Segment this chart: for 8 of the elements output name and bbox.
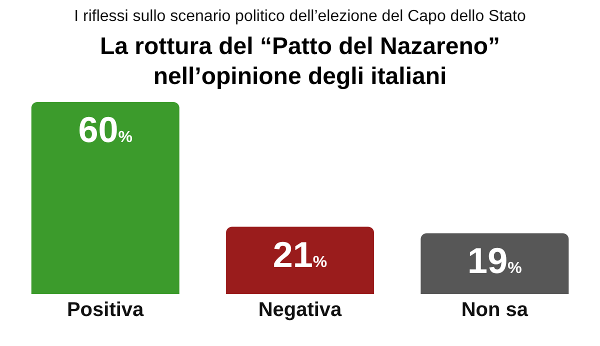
data-label: 60% — [78, 109, 132, 150]
data-label: 19% — [468, 240, 522, 282]
x-tick-label: Negativa — [258, 299, 343, 322]
chart-subtitle: I riflessi sullo scenario politico dell’elezione del Capo dello Stato — [73, 8, 527, 26]
x-tick-label: Non sa — [461, 299, 529, 322]
x-tick-label: Positiva — [66, 299, 145, 322]
chart-title: La rottura del “Patto del Nazareno” nell’opinione degli italiani — [98, 32, 502, 92]
data-label: 21% — [272, 234, 328, 275]
